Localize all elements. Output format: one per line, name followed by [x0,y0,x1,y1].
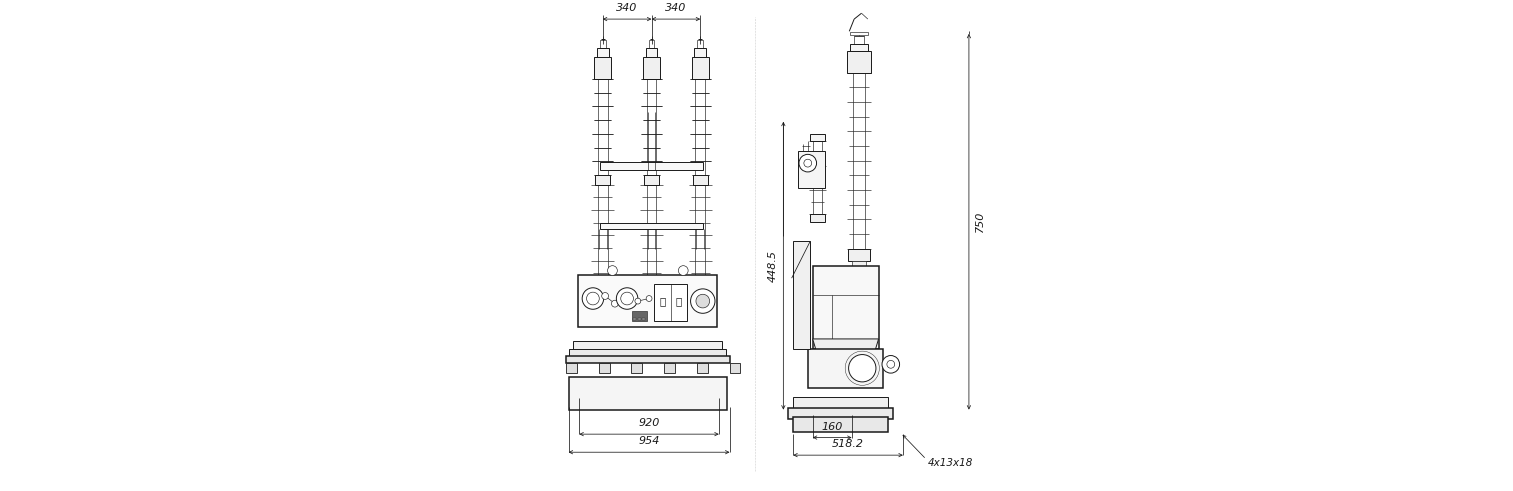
Text: 954: 954 [638,436,660,446]
Bar [691,57,710,79]
Bar [566,356,729,363]
Circle shape [602,293,608,300]
Bar [596,49,608,57]
Bar [643,57,660,79]
Circle shape [616,288,638,309]
Circle shape [587,292,599,305]
Bar [646,49,657,57]
Circle shape [849,355,876,382]
Circle shape [678,266,688,275]
Bar [811,134,825,141]
Bar [808,349,884,388]
Bar [646,297,657,306]
Bar [793,417,888,432]
Text: 518.2: 518.2 [832,439,864,449]
Bar [638,318,642,320]
Bar [691,286,710,297]
Bar [631,363,642,373]
Bar [599,363,610,373]
Text: 448.5: 448.5 [767,250,778,282]
Polygon shape [812,339,879,363]
Circle shape [882,355,900,373]
Bar [632,311,646,321]
Bar [654,284,687,321]
Text: 750: 750 [976,211,985,232]
Bar [643,286,660,297]
Text: 4x13x18: 4x13x18 [927,459,973,468]
Circle shape [635,298,642,304]
Bar [694,297,707,306]
Bar [849,248,870,261]
Bar [595,286,611,297]
Text: 340: 340 [666,3,687,13]
Circle shape [690,289,716,313]
Bar [793,241,811,349]
Circle shape [611,300,619,307]
Text: 160: 160 [822,422,843,432]
Circle shape [608,266,617,275]
Bar [596,297,608,306]
Text: 920: 920 [638,418,660,428]
Bar [697,40,704,49]
Bar [855,36,864,44]
Circle shape [583,288,604,309]
Bar [601,162,702,170]
Bar [642,318,645,320]
Bar [697,363,708,373]
Bar [850,44,868,51]
Bar [634,318,637,320]
Bar [578,275,717,327]
Bar [569,349,726,356]
Bar [694,49,707,57]
Bar [850,32,868,35]
Circle shape [646,296,652,301]
Bar [573,341,722,349]
Text: 340: 340 [616,3,638,13]
Bar [649,40,655,49]
Text: 分: 分 [660,296,666,306]
Bar [595,57,611,79]
Bar [595,175,611,185]
Bar [811,215,825,222]
Bar [599,40,605,49]
Bar [797,151,825,188]
Bar [693,175,708,185]
Bar [729,363,740,373]
Text: 合: 合 [676,296,682,306]
Bar [566,363,576,373]
Bar [569,377,728,409]
Bar [643,175,660,185]
Circle shape [620,292,634,305]
Bar [852,261,865,268]
Circle shape [799,154,817,172]
Bar [793,397,888,409]
Bar [788,408,893,418]
Bar [601,223,702,229]
Bar [664,363,675,373]
Bar [812,266,879,349]
Circle shape [696,294,710,308]
Circle shape [803,159,811,167]
Bar [847,51,871,73]
Circle shape [887,360,894,368]
